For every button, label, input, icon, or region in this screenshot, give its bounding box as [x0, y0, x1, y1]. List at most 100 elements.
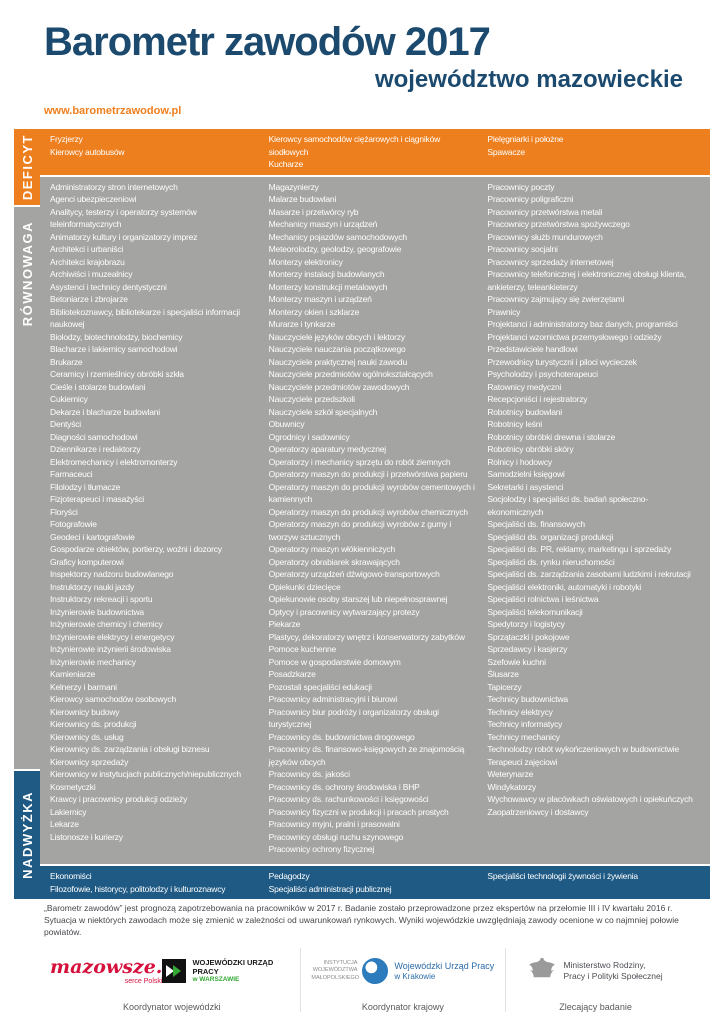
occupation-item: Pracownicy fizyczni w produkcji i pracac… — [268, 806, 449, 817]
occupation-item: Pracownicy ochrony fizycznej — [268, 844, 375, 855]
occupation-item: Nauczyciele przedmiotów zawodowych — [268, 381, 410, 392]
occupation-item: Nauczyciele języków obcych i lektorzy — [268, 331, 405, 342]
occupation-item: Spawacze — [487, 146, 525, 157]
occupation-item: Specjaliści technologii żywności i żywie… — [487, 871, 638, 882]
rail-segment-deficyt: DEFICYT — [14, 129, 40, 206]
occupation-item: Betoniarze i zbrojarze — [50, 294, 128, 305]
occupation-item: Nauczyciele praktycznej nauki zawodu — [268, 356, 408, 367]
occupation-item: Filozofowie, historycy, politolodzy i ku… — [50, 883, 226, 894]
occupation-item: Lekarze — [50, 819, 79, 830]
deficyt-column-1: Fryzjerzy Kierowcy autobusów — [50, 133, 269, 171]
occupation-item: Robotnicy obróbki drewna i stolarze — [487, 431, 615, 442]
occupation-item: Architekci krajobrazu — [50, 256, 125, 267]
occupation-item: Administratorzy stron internetowych — [50, 181, 178, 192]
occupation-item: Monterzy okien i szklarze — [268, 306, 360, 317]
nadwyzka-column-2: Pedagodzy Specjaliści administracji publi… — [269, 870, 488, 895]
occupation-item: Robotnicy budowlani — [487, 406, 562, 417]
occupation-item: Kosmetyczki — [50, 781, 96, 792]
occupation-item: Animatorzy kultury i organizatorzy impre… — [50, 231, 198, 242]
occupation-item: Asystenci i technicy dentystyczni — [50, 281, 167, 292]
occupation-item: Dentyści — [50, 419, 81, 430]
occupation-item: Prawnicy — [487, 306, 521, 317]
occupation-item: Technicy budownictwa — [487, 694, 568, 705]
category-rail: DEFICYT RÓWNOWAGA NADWYŻKA — [14, 129, 40, 900]
ministerstwo-logo: Ministerstwo Rodziny, Pracy i Polityki S… — [528, 957, 663, 986]
occupation-item: Farmaceuci — [50, 469, 93, 480]
rownowaga-column-1: Administratorzy stron internetowych Agenc… — [50, 181, 269, 861]
occupation-item: Wychowawcy w placówkach oświatowych i op… — [487, 794, 693, 805]
occupation-item: Kierowcy autobusów — [50, 146, 125, 157]
occupation-item: Ratownicy medyczni — [487, 381, 562, 392]
occupation-item: Pracownicy socjalni — [487, 244, 558, 255]
occupation-item: Posadzkarze — [268, 669, 316, 680]
occupation-item: Pracownicy ds. jakości — [268, 769, 350, 780]
occupation-item: Instruktorzy nauki jazdy — [50, 581, 135, 592]
occupation-item: Fryzjerzy — [50, 134, 83, 145]
wup-krakow-name: Wojewódzki Urząd Pracy — [394, 960, 495, 971]
occupation-item: Opiekunowie osoby starszej lub niepełnos… — [268, 594, 448, 605]
header: Barometr zawodów 2017 województwo mazowi… — [0, 0, 725, 93]
rownowaga-column-3: Pracownicy poczty Pracownicy poligraficzn… — [487, 181, 706, 861]
occupation-item: Operatorzy obrabiarek skrawających — [268, 556, 400, 567]
occupation-item: Weterynarze — [487, 769, 534, 780]
occupation-item: Opiekunki dziecięce — [268, 581, 341, 592]
page-title: Barometr zawodów 2017 — [44, 20, 491, 64]
occupation-item: Ceramicy i rzemieślnicy obróbki szkła — [50, 369, 184, 380]
occupation-item: Rolnicy i hodowcy — [487, 456, 552, 467]
occupation-item: Obuwnicy — [268, 419, 305, 430]
rail-label-deficyt: DEFICYT — [19, 134, 35, 201]
occupation-item: Szefowie kuchni — [487, 656, 546, 667]
occupation-item: Plastycy, dekoratorzy wnętrz i konserwat… — [268, 631, 465, 642]
occupation-item: Graficy komputerowi — [50, 556, 124, 567]
occupation-item: Ekonomiści — [50, 871, 92, 882]
occupation-item: Projektanci i administratorzy baz danych… — [487, 319, 678, 330]
footnote: „Barometr zawodów” jest prognozą zapotrz… — [44, 903, 679, 937]
occupation-item: Instruktorzy rekreacji i sportu — [50, 594, 153, 605]
footer-group-zlecajacy: Ministerstwo Rodziny, Pracy i Polityki S… — [505, 948, 685, 1012]
occupation-item: Terapeuci zajęciowi — [487, 756, 558, 767]
occupation-item: Operatorzy i mechanicy sprzętu do robót … — [268, 456, 451, 467]
occupation-item: Pracownicy ds. budownictwa drogowego — [268, 731, 415, 742]
logo-row-zlecajacy: Ministerstwo Rodziny, Pracy i Polityki S… — [506, 948, 685, 994]
website-link[interactable]: www.barometrzawodow.pl — [44, 105, 182, 118]
logo-row-wojewodzki: mazowsze. serce Polski WOJEWÓDZKI URZĄD … — [44, 948, 300, 994]
occupation-item: Specjaliści administracji publicznej — [268, 883, 392, 894]
occupation-item: Fotografowie — [50, 519, 97, 530]
occupation-item: Kierownicy sprzedaży — [50, 756, 129, 767]
occupation-item: Monterzy maszyn i urządzeń — [268, 294, 372, 305]
occupation-item: Inżynierowie budownictwa — [50, 606, 144, 617]
occupation-item: Kierownicy w instytucjach publicznych/ni… — [50, 769, 241, 780]
occupation-item: Ogrodnicy i sadownicy — [268, 431, 350, 442]
occupation-item: Pozostali specjaliści edukacji — [268, 681, 372, 692]
occupation-item: Specjaliści ds. finansowych — [487, 519, 585, 530]
footer-area: „Barometr zawodów” jest prognozą zapotrz… — [44, 902, 685, 1012]
occupation-item: Dziennikarze i redaktorzy — [50, 444, 141, 455]
occupation-item: Pracownicy ds. finansowo-księgowych ze z… — [268, 744, 465, 767]
nadwyzka-column-1: Ekonomiści Filozofowie, historycy, polito… — [50, 870, 269, 895]
occupation-item: Projektanci wzornictwa przemysłowego i o… — [487, 331, 662, 342]
wup-warszawa-city: w WARSZAWIE — [192, 976, 240, 984]
wup-krakow-institution-text: INSTYTUCJA WOJEWÓDZTWA MAŁOPOLSKIEGO — [311, 960, 360, 981]
mazowsze-logo: mazowsze. serce Polski — [50, 957, 162, 985]
occupation-item: Operatorzy maszyn włókienniczych — [268, 544, 396, 555]
bands: Fryzjerzy Kierowcy autobusów Kierowcy sam… — [40, 129, 710, 900]
page-subtitle: województwo mazowieckie — [374, 65, 683, 93]
occupation-item: Inżynierowie inżynierii środowiska — [50, 644, 171, 655]
occupation-item: Robotnicy leśni — [487, 419, 542, 430]
occupation-item: Analitycy, testerzy i operatorzy systemó… — [50, 206, 197, 230]
occupation-item: Technicy mechanicy — [487, 731, 560, 742]
occupation-item: Kierownicy budowy — [50, 706, 120, 717]
occupation-item: Nauczyciele przedszkoli — [268, 394, 355, 405]
occupation-item: Zaopatrzeniowcy i dostawcy — [487, 806, 589, 817]
footer-group-wojewodzki: mazowsze. serce Polski WOJEWÓDZKI URZĄD … — [44, 948, 300, 1012]
occupation-item: Pomoce kuchenne — [268, 644, 337, 655]
occupation-item: Specjaliści elektroniki, automatyki i ro… — [487, 581, 642, 592]
wup-krakow-swirl-icon — [362, 958, 389, 984]
occupation-item: Kierownicy ds. usług — [50, 731, 124, 742]
occupation-item: Malarze budowlani — [268, 194, 337, 205]
occupation-item: Sprzedawcy i kasjerzy — [487, 644, 568, 655]
occupation-item: Recepcjoniści i rejestratorzy — [487, 394, 588, 405]
occupation-item: Masarze i przetwórcy ryb — [268, 206, 359, 217]
occupation-item: Ślusarze — [487, 669, 519, 680]
footer-group-krajowy: INSTYTUCJA WOJEWÓDZTWA MAŁOPOLSKIEGO Woj… — [299, 948, 505, 1012]
